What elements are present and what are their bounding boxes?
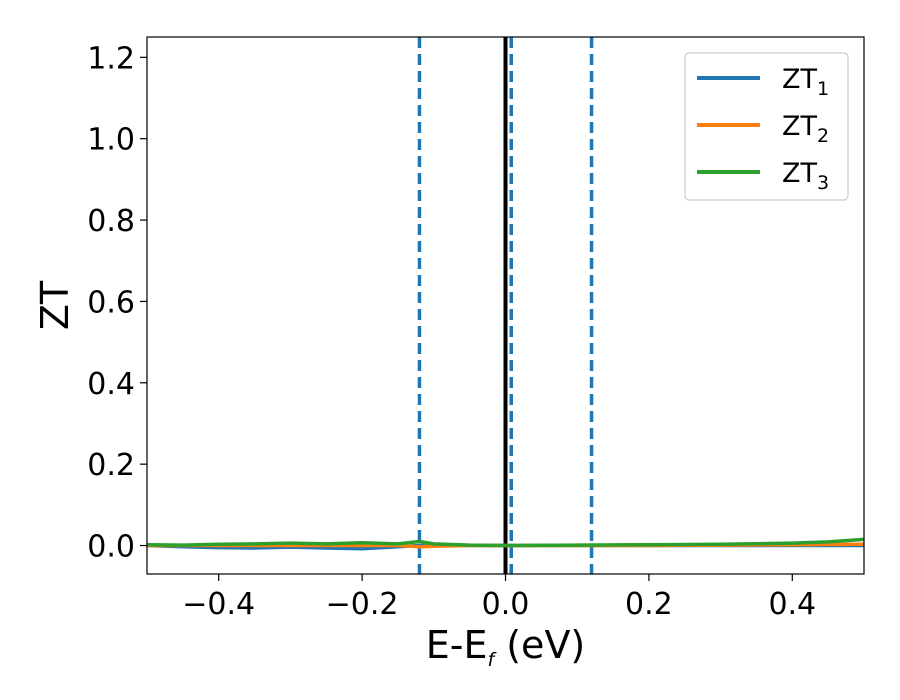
series-lines (147, 537, 864, 551)
series-line-zt3 (147, 537, 864, 548)
y-tick-label: 0.8 (87, 204, 135, 239)
x-tick-label: 0.0 (482, 587, 530, 622)
x-axis-ticks: −0.4 −0.2 0.0 0.2 0.4 (182, 574, 816, 622)
y-tick-label: 1.0 (87, 123, 135, 158)
y-axis-ticks: 0.0 0.2 0.4 0.6 0.8 1.0 1.2 (87, 41, 147, 565)
legend-box (684, 52, 849, 201)
y-tick-label: 0.4 (87, 367, 135, 402)
x-tick-label: 0.2 (625, 587, 673, 622)
vertical-reference-lines (417, 37, 594, 574)
x-axis-label: E-Ef (eV) (426, 623, 586, 671)
y-tick-label: 0.0 (87, 530, 135, 565)
legend: ZT1 ZT2 ZT3 (684, 52, 849, 201)
y-tick-label: 1.2 (87, 41, 135, 76)
legend-label: ZT1 (782, 64, 829, 100)
y-tick-label: 0.2 (87, 448, 135, 483)
legend-label: ZT3 (782, 158, 829, 194)
y-tick-label: 0.6 (87, 285, 135, 320)
x-tick-label: 0.4 (768, 587, 816, 622)
x-tick-label: −0.4 (182, 587, 255, 622)
y-axis-label: ZT (33, 280, 77, 330)
x-tick-label: −0.2 (326, 587, 399, 622)
legend-label: ZT2 (782, 111, 829, 147)
